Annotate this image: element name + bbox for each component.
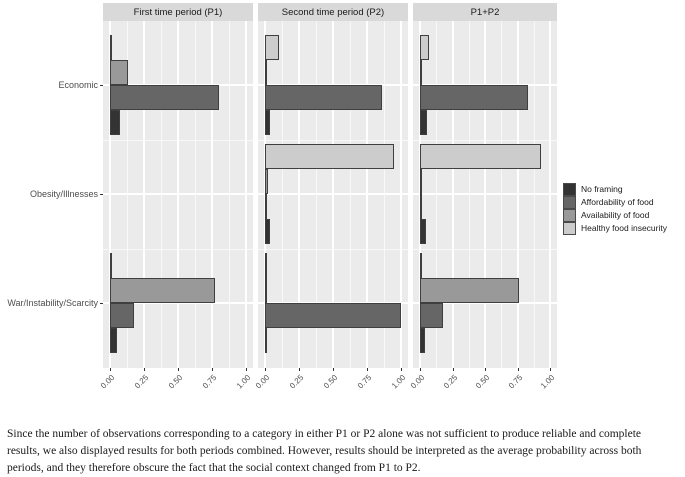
bar <box>420 169 422 194</box>
legend-key-swatch <box>563 209 576 222</box>
x-axis-tick <box>110 368 111 371</box>
bar <box>420 278 519 303</box>
facet-title: Second time period (P2) <box>282 7 384 18</box>
legend-entry: Availability of food <box>563 209 667 222</box>
gridline-minor <box>413 140 557 141</box>
legend-key-swatch <box>563 222 576 235</box>
bar <box>265 169 268 194</box>
facet-panel <box>413 21 557 368</box>
bar <box>420 85 528 110</box>
facet-panel <box>258 21 408 368</box>
bar <box>265 278 267 303</box>
facet-strip: Second time period (P2) <box>258 3 408 21</box>
facet-strip: First time period (P1) <box>103 3 253 21</box>
x-axis-tick <box>550 368 551 371</box>
x-axis-tick <box>485 368 486 371</box>
bar <box>265 328 267 353</box>
gridline-minor <box>258 140 408 141</box>
bar <box>420 328 425 353</box>
gridline-major <box>413 193 557 195</box>
bar <box>265 144 394 169</box>
gridline-major <box>103 193 253 195</box>
bar <box>265 110 270 135</box>
legend-entry: Healthy food insecurity <box>563 222 667 235</box>
x-axis-tick-label: 0.25 <box>274 373 306 405</box>
bar <box>265 35 279 60</box>
facet-title: P1+P2 <box>471 7 500 18</box>
bar <box>265 85 382 110</box>
facet-title: First time period (P1) <box>134 7 223 18</box>
legend-label: Affordability of food <box>576 196 654 209</box>
bar <box>420 219 426 244</box>
gridline-minor <box>103 249 253 250</box>
x-axis-tick <box>144 368 145 371</box>
x-axis-tick <box>178 368 179 371</box>
bar <box>110 253 112 278</box>
x-axis-tick <box>401 368 402 371</box>
bar <box>420 60 422 85</box>
bar <box>420 194 422 219</box>
x-axis-tick <box>212 368 213 371</box>
gridline-major <box>258 193 408 195</box>
legend-entry: No framing <box>563 183 667 196</box>
bar <box>265 194 267 219</box>
x-axis-tick <box>246 368 247 371</box>
x-axis-tick-label: 0.25 <box>119 373 151 405</box>
legend-label: Healthy food insecurity <box>576 222 667 235</box>
y-axis-label: Obesity/Illnesses <box>0 188 98 200</box>
bar <box>110 35 112 60</box>
y-axis-label: Economic <box>0 79 98 91</box>
y-axis-label: War/Instability/Scarcity <box>0 297 98 309</box>
x-axis-tick <box>299 368 300 371</box>
bar <box>110 328 117 353</box>
y-axis-tick <box>100 85 103 86</box>
x-axis-tick-label: 0.75 <box>492 373 524 405</box>
legend-label: No framing <box>576 183 623 196</box>
bar <box>420 253 422 278</box>
bar <box>265 253 267 278</box>
bar <box>420 110 427 135</box>
x-axis-tick <box>453 368 454 371</box>
bar <box>110 110 120 135</box>
x-axis-tick <box>420 368 421 371</box>
x-axis-tick-label: 0.00 <box>85 373 117 405</box>
x-axis-tick <box>518 368 519 371</box>
x-axis-tick-label: 1.00 <box>525 373 557 405</box>
bar <box>265 219 270 244</box>
x-axis-tick-label: 0.25 <box>427 373 459 405</box>
legend-key-swatch <box>563 183 576 196</box>
facet-strip: P1+P2 <box>413 3 557 21</box>
bar <box>265 303 401 328</box>
bar <box>420 35 429 60</box>
facet-panel <box>103 21 253 368</box>
x-axis-tick-label: 0.75 <box>187 373 219 405</box>
y-axis-tick <box>100 194 103 195</box>
bar <box>265 60 267 85</box>
x-axis-tick <box>367 368 368 371</box>
bar <box>420 144 541 169</box>
x-axis-tick <box>265 368 266 371</box>
x-axis-tick-label: 0.50 <box>308 373 340 405</box>
x-axis-tick-label: 0.50 <box>153 373 185 405</box>
gridline-minor <box>103 140 253 141</box>
bar <box>110 278 215 303</box>
legend-label: Availability of food <box>576 209 649 222</box>
bar <box>110 85 219 110</box>
gridline-minor <box>413 249 557 250</box>
x-axis-tick <box>333 368 334 371</box>
x-axis-tick-label: 0.75 <box>342 373 374 405</box>
bar <box>420 303 443 328</box>
y-axis-tick <box>100 303 103 304</box>
bar <box>110 303 134 328</box>
legend-key-swatch <box>563 196 576 209</box>
caption-text: Since the number of observations corresp… <box>7 426 655 477</box>
gridline-minor <box>258 249 408 250</box>
legend-entry: Affordability of food <box>563 196 667 209</box>
x-axis-tick-label: 0.50 <box>460 373 492 405</box>
bar <box>110 60 128 85</box>
